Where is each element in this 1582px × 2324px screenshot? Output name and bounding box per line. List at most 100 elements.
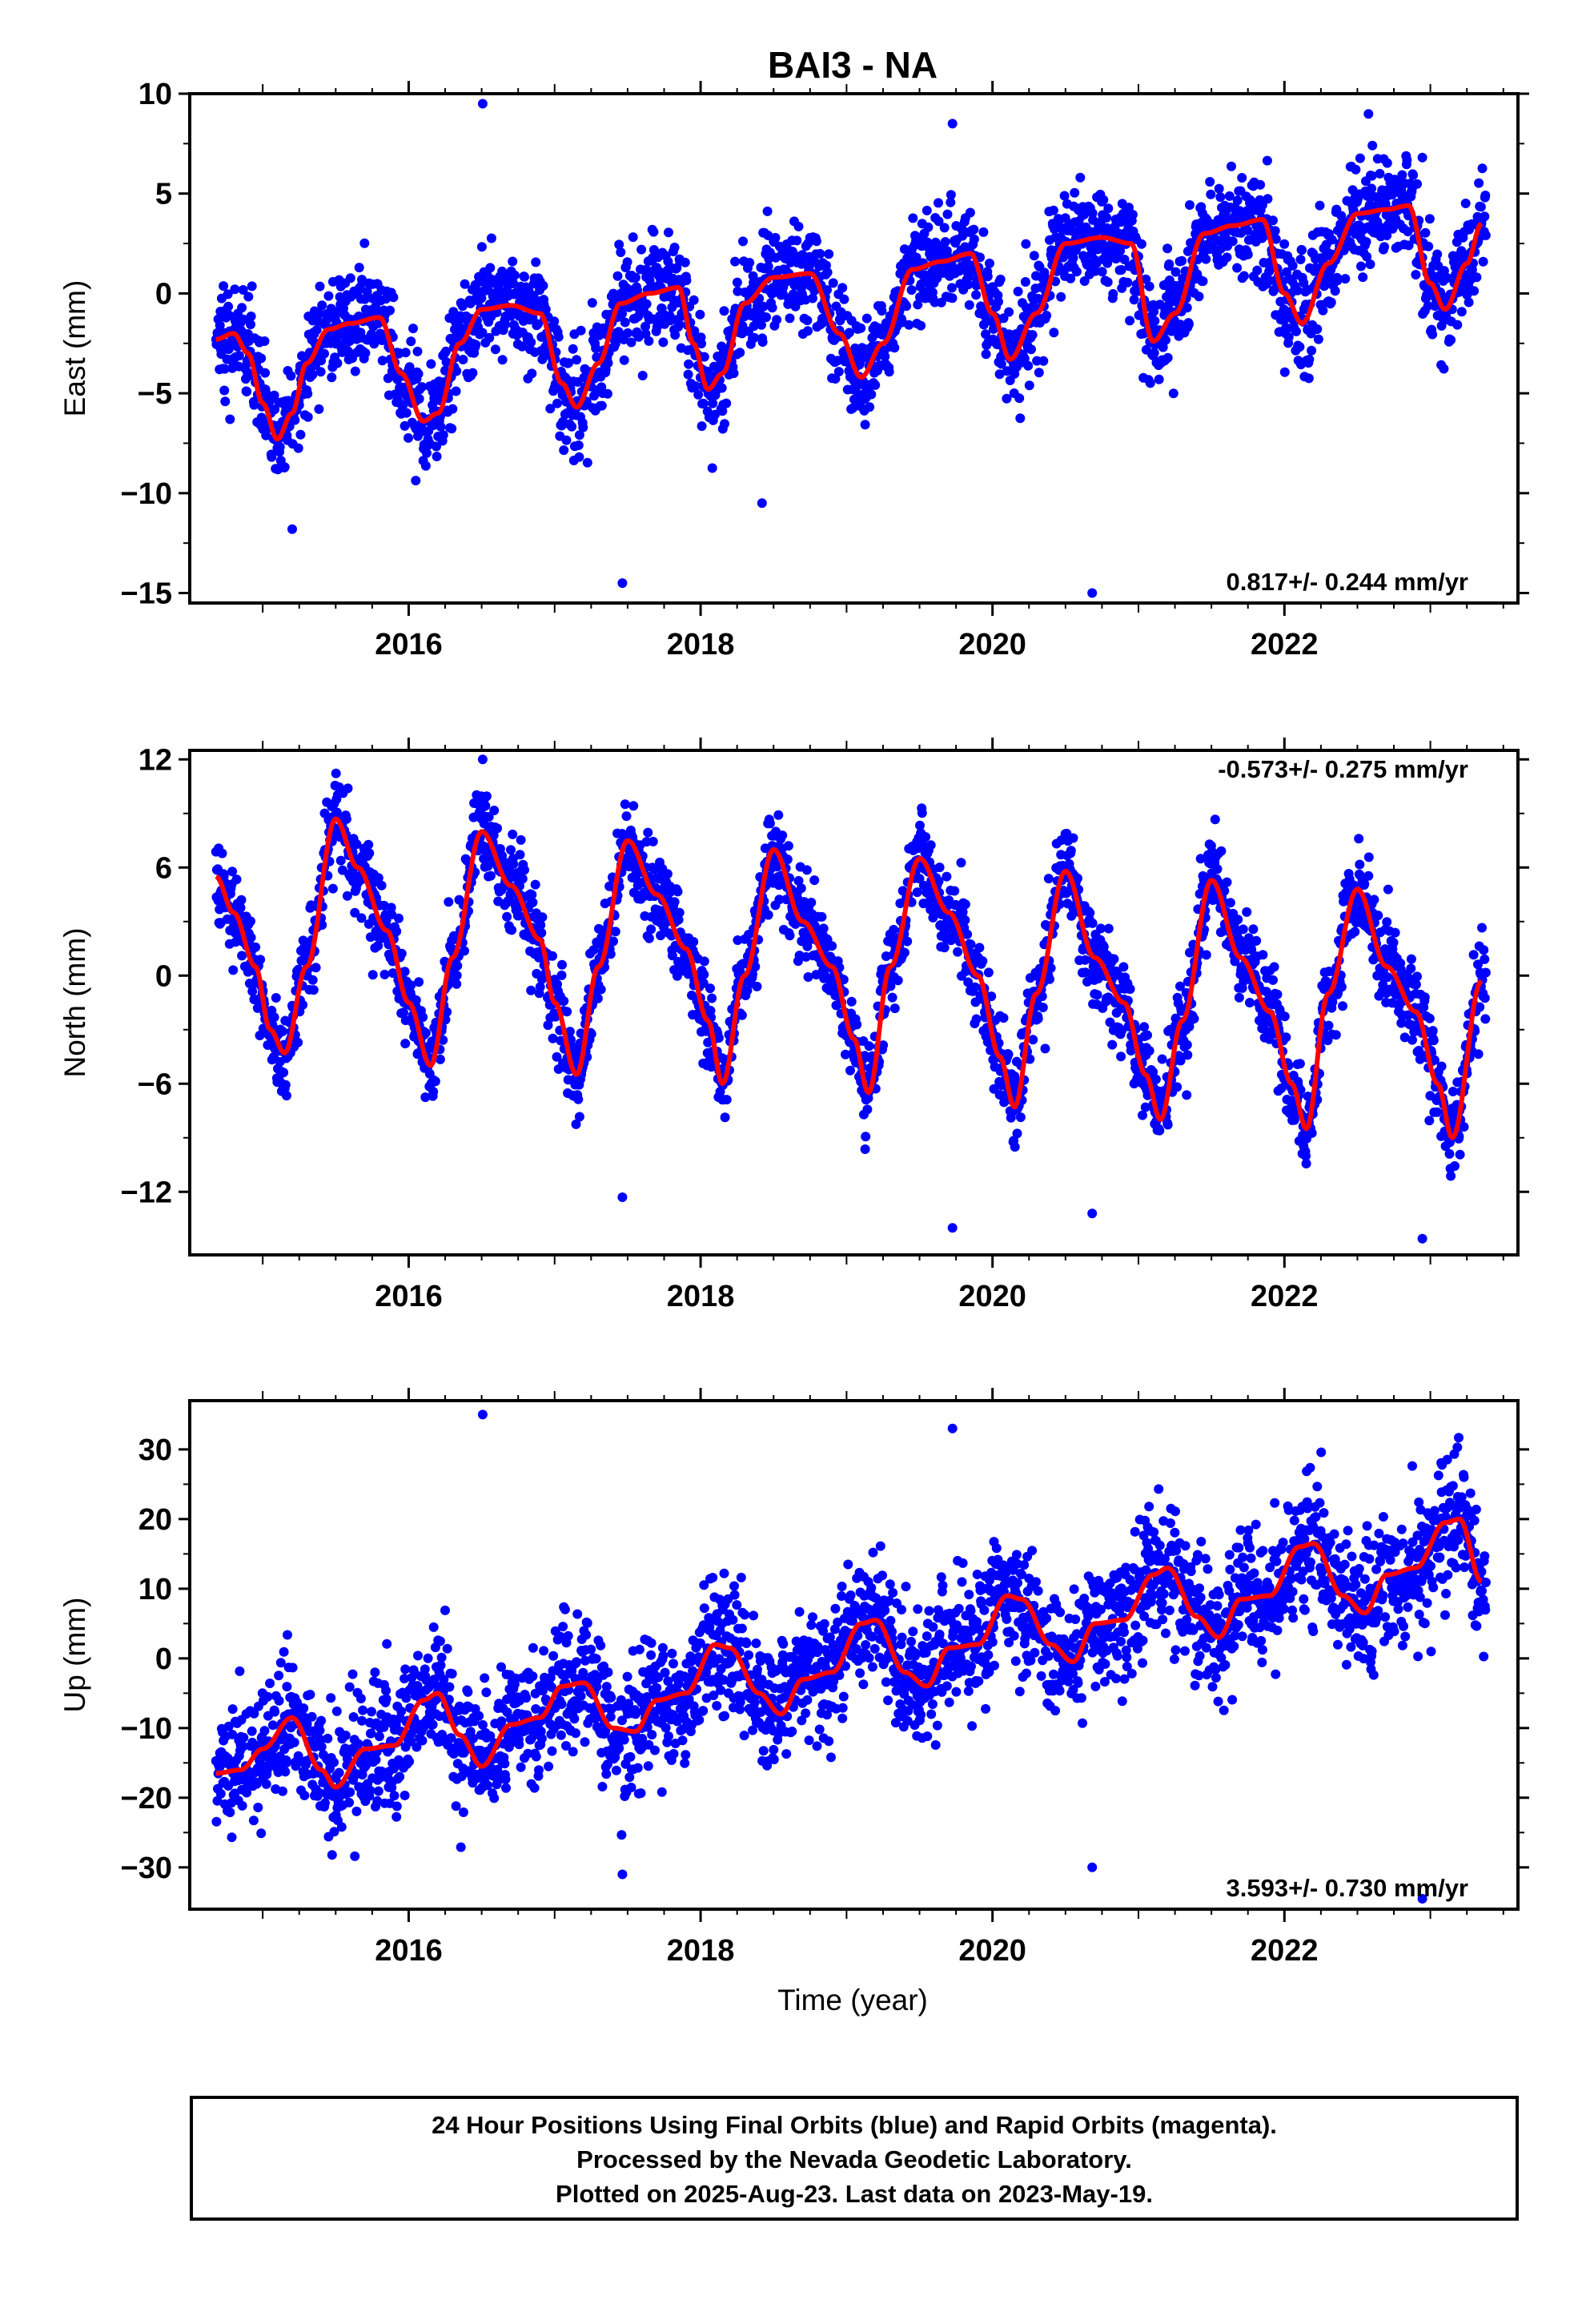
- north-data-point: [574, 1112, 584, 1122]
- north-data-point: [818, 923, 829, 934]
- east-data-point: [717, 383, 727, 393]
- east-data-point: [870, 380, 881, 390]
- east-data-point: [1420, 227, 1431, 238]
- east-data-point: [237, 303, 247, 313]
- north-data-point: [971, 1014, 982, 1024]
- north-data-point: [817, 911, 827, 922]
- north-data-point: [1212, 864, 1223, 875]
- north-data-point: [998, 1013, 1009, 1023]
- north-data-point: [1068, 833, 1078, 843]
- north-data-point: [537, 912, 548, 923]
- east-data-point: [1034, 368, 1044, 378]
- east-data-point: [1161, 335, 1170, 345]
- north-data-point: [763, 910, 773, 920]
- north-data-point: [573, 1094, 584, 1104]
- east-data-point: [947, 293, 958, 304]
- east-data-point: [448, 307, 459, 317]
- north-data-point: [311, 963, 321, 973]
- east-data-point: [438, 430, 448, 440]
- east-data-point: [362, 287, 372, 296]
- east-data-point: [1237, 173, 1247, 183]
- east-data-point: [332, 358, 343, 368]
- east-data-point: [477, 328, 488, 338]
- east-data-point: [939, 223, 950, 233]
- north-data-point: [921, 832, 931, 842]
- east-data-point: [238, 285, 248, 295]
- east-data-point: [1125, 316, 1135, 326]
- east-data-point: [1363, 109, 1374, 119]
- north-data-point: [246, 916, 255, 927]
- east-ytick-label: 0: [155, 277, 172, 311]
- east-data-point: [1056, 292, 1066, 302]
- north-data-point: [508, 858, 519, 869]
- east-data-point: [815, 248, 825, 259]
- north-data-point: [1157, 1054, 1167, 1064]
- east-data-point: [596, 400, 607, 411]
- east-data-point: [345, 273, 355, 283]
- north-data-point: [752, 981, 762, 991]
- east-data-point: [360, 348, 371, 358]
- east-data-point: [1071, 267, 1082, 277]
- north-data-point: [281, 1091, 291, 1101]
- north-data-point: [557, 959, 567, 970]
- east-data-point: [1318, 305, 1328, 316]
- east-data-point: [1198, 276, 1208, 287]
- north-data-point: [278, 1026, 287, 1036]
- east-data-point: [267, 452, 277, 462]
- east-data-point: [476, 242, 487, 252]
- east-data-point: [279, 462, 290, 472]
- east-data-point: [259, 336, 270, 346]
- east-data-point: [982, 271, 993, 282]
- north-data-point: [516, 834, 526, 845]
- east-data-point: [422, 448, 432, 458]
- east-data-point: [508, 256, 518, 267]
- east-data-point: [978, 227, 989, 237]
- north-data-point: [1003, 1049, 1014, 1059]
- east-data-point: [1379, 242, 1389, 252]
- east-data-point: [1295, 342, 1305, 352]
- east-data-point: [636, 244, 647, 255]
- north-data-point: [452, 971, 462, 980]
- east-data-point: [637, 371, 648, 380]
- north-data-point: [852, 1019, 862, 1030]
- east-data-point: [1222, 252, 1232, 263]
- north-data-point: [721, 1095, 732, 1105]
- east-data-point: [1215, 192, 1226, 203]
- east-data-point: [220, 396, 231, 407]
- east-data-point: [246, 320, 255, 330]
- north-data-point: [737, 1010, 747, 1020]
- north-data-point: [1045, 974, 1054, 984]
- east-data-point: [833, 367, 844, 377]
- north-data-point: [887, 992, 897, 1003]
- east-data-point: [761, 312, 771, 323]
- east-data-point: [1021, 239, 1031, 249]
- east-data-point: [1365, 259, 1375, 269]
- east-data-point: [441, 357, 452, 368]
- east-data-point: [426, 359, 436, 369]
- north-data-point: [643, 827, 653, 838]
- east-data-point: [567, 421, 577, 432]
- east-data-point: [552, 398, 562, 408]
- north-data-point: [1125, 984, 1135, 994]
- east-data-point: [1460, 199, 1471, 208]
- north-data-point: [846, 996, 857, 1007]
- east-data-point: [1478, 256, 1488, 267]
- east-data-point: [1355, 153, 1365, 163]
- north-data-point: [620, 799, 630, 810]
- north-data-point: [335, 855, 346, 866]
- north-data-point: [953, 947, 963, 957]
- north-data-point: [705, 983, 715, 994]
- east-data-point: [1439, 364, 1449, 374]
- east-data-point: [877, 306, 887, 316]
- east-data-point: [856, 323, 866, 333]
- east-data-point: [689, 295, 699, 305]
- east-data-point: [811, 236, 821, 247]
- east-data-point: [1164, 259, 1174, 269]
- north-data-point: [255, 955, 266, 965]
- east-data-point: [964, 300, 974, 310]
- north-data-point: [1109, 954, 1119, 964]
- north-data-point: [646, 924, 656, 935]
- east-data-point: [923, 222, 934, 232]
- east-data-point: [219, 364, 230, 374]
- east-outlier-point: [477, 99, 488, 109]
